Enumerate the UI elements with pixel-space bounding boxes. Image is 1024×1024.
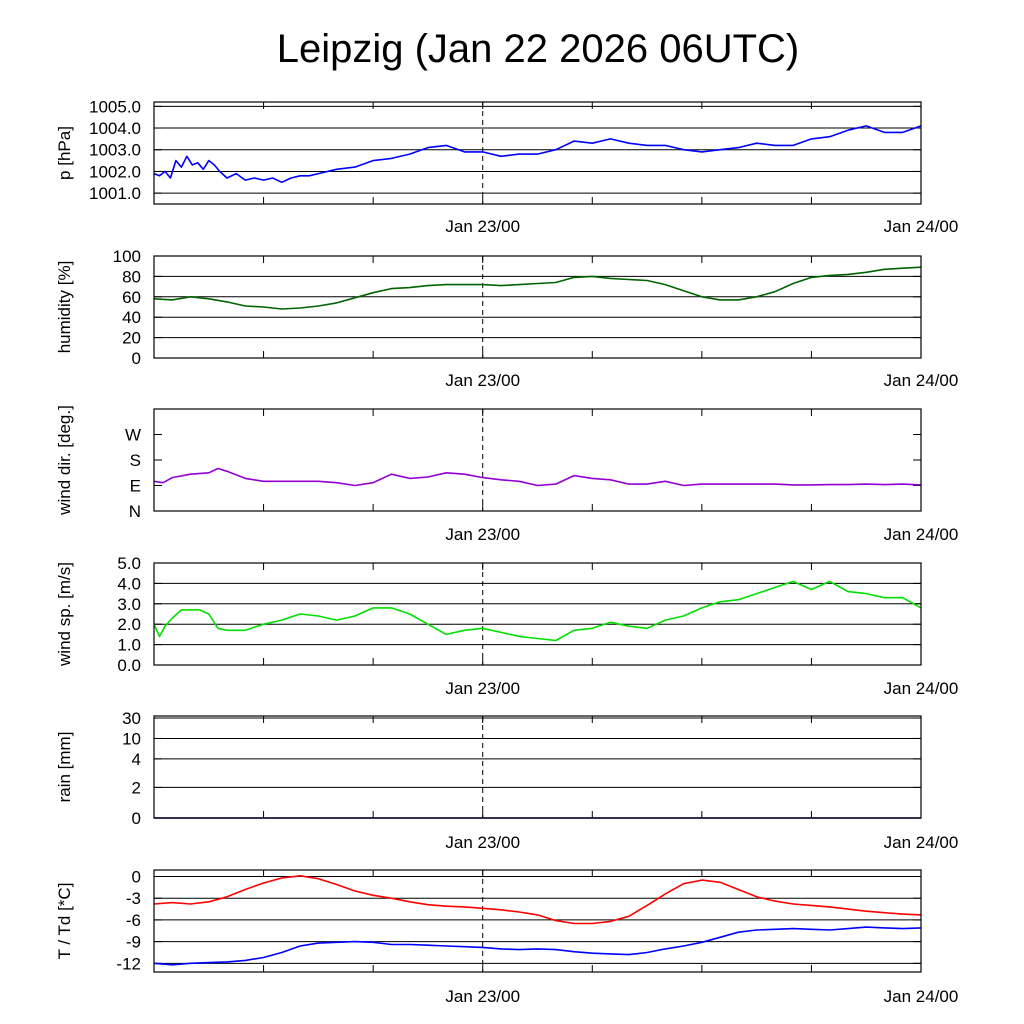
series-line-1 <box>153 125 922 184</box>
y-tick-label: W <box>125 426 141 445</box>
x-tick-label: Jan 24/00 <box>884 217 959 236</box>
panel-6: -12 -9 -6 -3 0 Jan 23/00 Jan 24/00 T / Td [*C] <box>55 868 958 1006</box>
y-tick-label: 1005.0 <box>89 97 141 116</box>
y-tick-label: 60 <box>122 288 141 307</box>
panel-4: 0.01.0 2.03.0 4.05.0 Jan 23/00 Jan 24/00 wind… <box>55 554 958 698</box>
y-tick-label: 80 <box>122 267 141 286</box>
y-tick-label: 10 <box>122 729 141 748</box>
y-axis-label: humidity [%] <box>55 261 74 354</box>
y-tick-label: N <box>129 502 141 521</box>
y-axis-label: p [hPa] <box>55 126 74 180</box>
y-axis-label: T / Td [*C] <box>55 883 74 960</box>
y-tick-label: S <box>130 451 141 470</box>
plot-frame <box>153 869 922 973</box>
y-axis-label: wind dir. [deg.] <box>55 405 74 516</box>
x-tick-label: Jan 23/00 <box>445 833 520 852</box>
y-axis-label: rain [mm] <box>55 732 74 803</box>
y-tick-label: 1.0 <box>117 636 141 655</box>
series-line-1 <box>153 266 922 310</box>
y-tick-label: 20 <box>122 329 141 348</box>
y-tick-label: E <box>130 477 141 496</box>
chart-title: Leipzig (Jan 22 2026 06UTC) <box>277 27 800 71</box>
x-tick-label: Jan 23/00 <box>445 371 520 390</box>
x-tick-label: Jan 24/00 <box>884 679 959 698</box>
x-tick-label: Jan 24/00 <box>884 371 959 390</box>
x-tick-label: Jan 24/00 <box>884 987 959 1006</box>
y-tick-label: 0 <box>132 349 141 368</box>
y-tick-label: -9 <box>126 933 141 952</box>
series-line-1 <box>153 580 922 642</box>
y-tick-label: 2 <box>132 778 141 797</box>
plot-frame <box>153 408 922 512</box>
y-tick-label: 3.0 <box>117 595 141 614</box>
y-tick-label: -6 <box>126 911 141 930</box>
plot-frame <box>153 562 922 666</box>
y-tick-label: 1003.0 <box>89 141 141 160</box>
x-tick-label: Jan 23/00 <box>445 679 520 698</box>
x-tick-label: Jan 23/00 <box>445 217 520 236</box>
series-line-1 <box>153 467 922 487</box>
plot-frame <box>153 715 922 819</box>
y-tick-label: 1004.0 <box>89 119 141 138</box>
y-tick-label: 30 <box>122 709 141 728</box>
y-tick-label: 2.0 <box>117 615 141 634</box>
y-tick-label: 100 <box>113 247 141 266</box>
y-tick-label: 1002.0 <box>89 162 141 181</box>
y-tick-label: 0.0 <box>117 656 141 675</box>
x-tick-label: Jan 23/00 <box>445 987 520 1006</box>
y-tick-label: 1001.0 <box>89 184 141 203</box>
y-tick-label: -3 <box>126 889 141 908</box>
y-tick-label: 40 <box>122 308 141 327</box>
y-axis-label: wind sp. [m/s] <box>55 562 74 667</box>
y-tick-label: 0 <box>132 809 141 828</box>
y-tick-label: 4.0 <box>117 574 141 593</box>
series-line-1 <box>153 874 922 925</box>
x-tick-label: Jan 24/00 <box>884 525 959 544</box>
panel-1: 1001.0 1002.0 1003.0 1004.0 1005.0 Jan 23/00 J… <box>55 97 958 236</box>
plot-frame <box>153 101 922 205</box>
y-tick-label: 0 <box>132 868 141 887</box>
x-tick-label: Jan 23/00 <box>445 525 520 544</box>
series-line-2 <box>153 926 922 966</box>
y-tick-label: 5.0 <box>117 554 141 573</box>
y-tick-label: -12 <box>116 954 141 973</box>
plot-frame <box>153 255 922 359</box>
y-tick-label: 4 <box>132 750 141 769</box>
x-tick-label: Jan 24/00 <box>884 833 959 852</box>
